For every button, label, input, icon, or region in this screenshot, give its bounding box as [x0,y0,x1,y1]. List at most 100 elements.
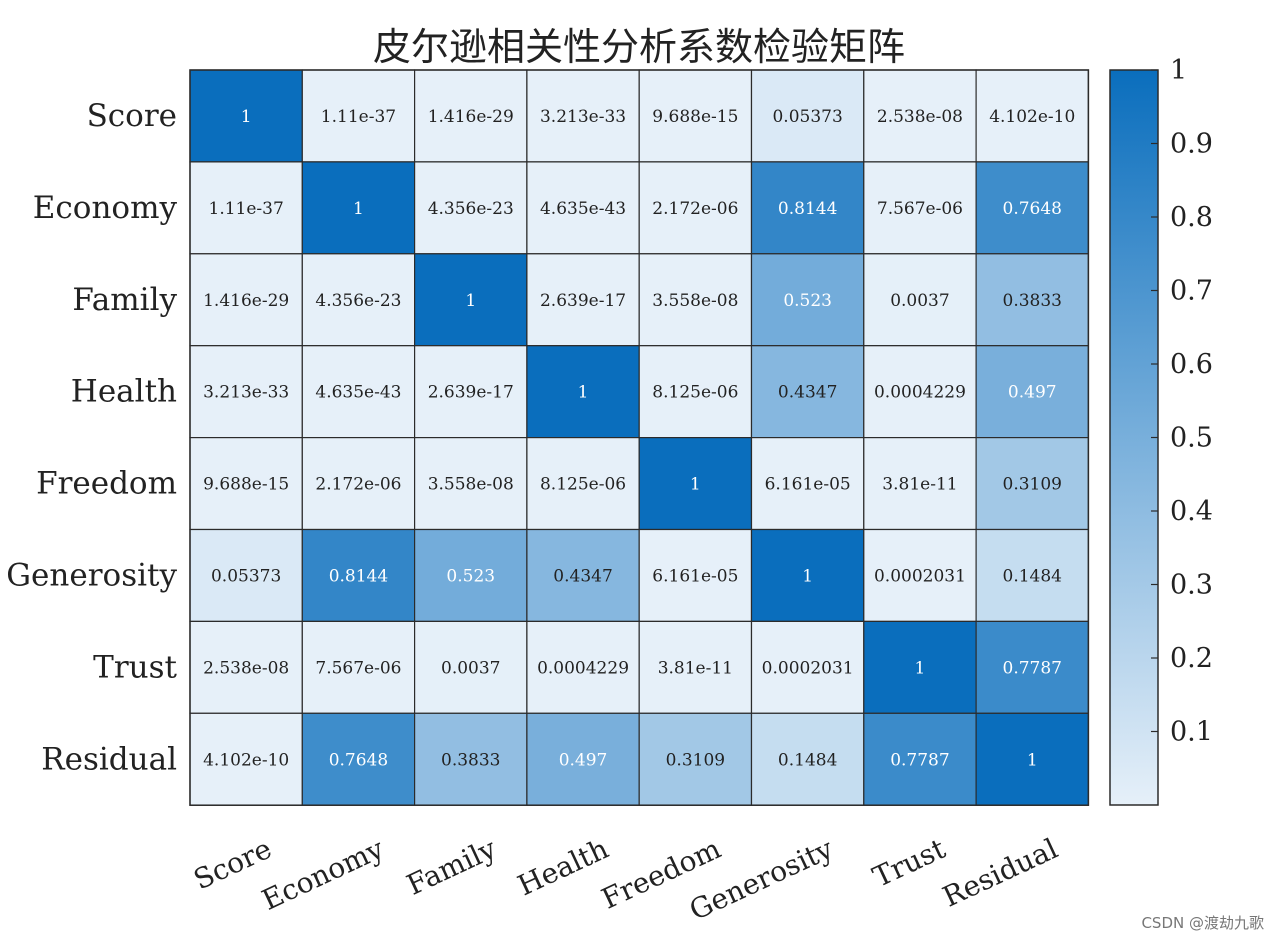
heatmap-cell [750,253,865,347]
cell-value-label: 0.523 [783,291,832,311]
cell-value-label: 1.11e-37 [321,107,396,127]
heatmap-cell [638,69,753,163]
cell-value-label: 8.125e-06 [540,475,626,495]
cell-value-label: 1 [353,199,364,219]
cell-value-label: 0.3109 [1003,475,1062,495]
cell-value-label: 3.81e-11 [658,658,733,678]
heatmap-cell [750,620,865,714]
cell-value-label: 1.416e-29 [428,107,514,127]
heatmap-cell [526,161,640,255]
colorbar-tick-label: 0.7 [1170,276,1213,307]
heatmap-cell [189,345,303,439]
column-label: Economy [257,832,389,917]
cell-value-label: 0.7787 [1003,658,1062,678]
cell-value-label: 1.11e-37 [209,199,284,219]
cell-value-label: 0.523 [446,566,495,586]
cell-value-label: 0.497 [1008,383,1057,403]
cell-value-label: 2.538e-08 [203,658,289,678]
heatmap-cell [414,437,528,531]
cell-value-label: 0.7787 [890,750,949,770]
cell-value-label: 0.0004229 [537,658,629,678]
cell-value-label: 2.639e-17 [540,291,626,311]
heatmap-cell [975,437,1089,531]
cell-value-label: 0.1484 [778,750,837,770]
cell-value-label: 1 [578,383,589,403]
heatmap-cell [863,528,977,623]
cell-value-label: 1 [802,566,813,586]
column-label: Family [402,832,502,902]
cell-value-label: 6.161e-05 [765,475,851,495]
chart-title: 皮尔逊相关性分析系数检验矩阵 [373,25,905,69]
row-labels: Score Economy Family Health Freedom Generosit… [6,98,177,777]
cell-value-label: 4.102e-10 [203,750,289,770]
colorbar-tick-label: 0.2 [1170,643,1213,674]
cell-value-label: 0.3833 [441,750,500,770]
heatmap-cell [189,253,303,347]
heatmap-cell [975,712,1089,806]
heatmap-cell [750,69,865,163]
heatmap-cell [975,69,1089,163]
heatmap-cell [975,161,1089,255]
heatmap-cell [638,161,753,255]
row-label: Score [87,98,177,134]
colorbar: 0.1 0.2 0.3 0.4 0.5 0.6 0.7 0.8 0.9 1 [1109,55,1213,806]
cell-value-label: 2.172e-06 [315,475,401,495]
cell-value-label: 8.125e-06 [652,383,738,403]
colorbar-tick-label: 0.8 [1170,202,1213,233]
watermark: CSDN @渡劫九歌 [1141,914,1264,932]
heatmap-cell [863,437,977,531]
cell-value-label: 1 [1027,750,1038,770]
row-label: Economy [33,190,178,226]
heatmap-cell [750,528,865,623]
cell-value-label: 9.688e-15 [652,107,738,127]
cell-value-label: 0.8144 [778,199,837,219]
cell-value-label: 4.102e-10 [989,107,1075,127]
cell-value-label: 3.213e-33 [540,107,626,127]
cell-value-label: 0.7648 [329,750,388,770]
cell-value-label: 4.356e-23 [428,199,514,219]
cell-value-label: 2.172e-06 [652,199,738,219]
colorbar-tick-label: 0.3 [1170,570,1213,601]
row-label: Generosity [6,557,177,593]
cell-value-label: 0.4347 [553,566,612,586]
colorbar-tick-label: 0.1 [1170,717,1213,748]
heatmap-cell [863,345,977,439]
column-label: Residual [938,832,1063,914]
cell-value-label: 1 [690,475,701,495]
heatmap-cell [189,620,303,714]
heatmap-cell [975,620,1089,714]
cell-value-label: 0.8144 [329,566,388,586]
cell-value-label: 0.497 [559,750,608,770]
cell-value-label: 0.0002031 [762,658,854,678]
heatmap-cell [189,69,303,163]
cell-value-label: 0.0037 [890,291,949,311]
heatmap-cell [526,253,640,347]
heatmap-cell [638,253,753,347]
heatmap-cell [638,345,753,439]
cell-value-label: 0.05373 [772,107,842,127]
cell-value-label: 1.416e-29 [203,291,289,311]
cell-value-label: 0.0002031 [874,566,966,586]
heatmap-cell [301,69,416,163]
cell-value-label: 7.567e-06 [877,199,963,219]
cell-value-label: 3.81e-11 [882,475,957,495]
heatmap-cell [638,712,753,806]
row-label: Residual [41,741,177,777]
heatmap-cell [526,69,640,163]
cell-value-label: 1 [465,291,476,311]
heatmap-border [189,69,1090,806]
cell-value-label: 0.05373 [211,566,281,586]
heatmap-cell [863,620,977,714]
heatmap-cell [414,712,528,806]
colorbar-tick-label: 0.9 [1170,129,1213,160]
heatmap-cell [301,161,416,255]
cell-value-label: 4.356e-23 [315,291,401,311]
heatmap-cell [863,253,977,347]
heatmap-cell [526,345,640,439]
cell-value-label: 3.558e-08 [428,475,514,495]
heatmap-cell [975,528,1089,623]
row-label: Freedom [36,466,177,502]
cell-value-label: 9.688e-15 [203,475,289,495]
